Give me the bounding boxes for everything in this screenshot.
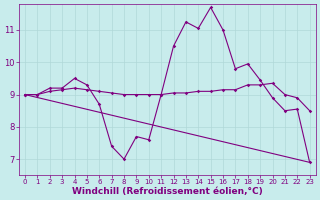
X-axis label: Windchill (Refroidissement éolien,°C): Windchill (Refroidissement éolien,°C) xyxy=(72,187,263,196)
